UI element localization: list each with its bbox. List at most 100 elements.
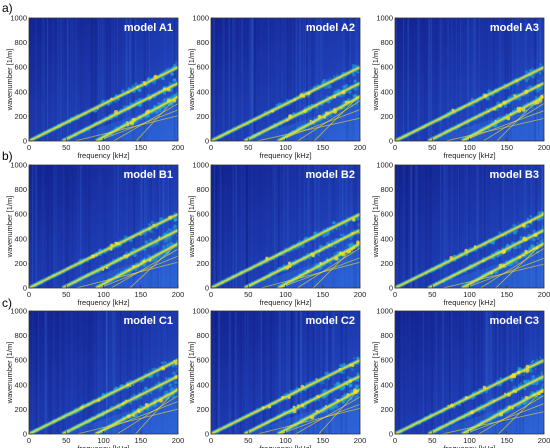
peak-blob [532, 247, 536, 251]
scatter-point [535, 91, 537, 93]
striation [315, 165, 317, 288]
striation [111, 311, 114, 434]
striation [423, 18, 426, 141]
striation [319, 18, 322, 141]
peak-blob [153, 401, 157, 404]
x-tick-label: 50 [428, 290, 436, 299]
striation [507, 311, 509, 434]
scatter-point [342, 370, 346, 374]
striation [215, 311, 217, 434]
scatter-point [327, 84, 332, 89]
peak-blob [487, 110, 490, 113]
mode-branch [478, 395, 544, 434]
peak-blob [332, 94, 337, 99]
striation [446, 165, 449, 288]
striation [83, 311, 86, 434]
striation [481, 311, 483, 434]
striation [464, 165, 466, 288]
striation [476, 165, 479, 288]
scatter-point [536, 88, 541, 93]
striation [440, 165, 443, 288]
striation [415, 165, 418, 288]
peak-blob [319, 261, 323, 265]
striation [43, 18, 45, 141]
striation [88, 311, 90, 434]
plot-area [29, 311, 178, 434]
mode-branch [318, 387, 360, 434]
striation [71, 165, 74, 288]
striation [65, 311, 67, 434]
peak-blob [311, 120, 315, 124]
scatter-point [333, 74, 336, 77]
peak-blob [126, 383, 130, 387]
peak-blob [80, 405, 84, 409]
striation [489, 311, 491, 434]
peak-blob [511, 372, 516, 377]
striation [537, 311, 539, 434]
striation [93, 18, 96, 141]
striation [251, 18, 254, 141]
striation [300, 311, 303, 434]
peak-blob [503, 392, 506, 395]
striation [67, 165, 69, 288]
striation [116, 18, 118, 141]
peak-blob [534, 101, 538, 105]
striation [282, 311, 285, 434]
striation [215, 311, 217, 434]
striation [307, 165, 310, 288]
scatter-point [342, 78, 345, 80]
striation [106, 165, 108, 288]
peak-blob [287, 261, 291, 265]
peak-blob [463, 105, 466, 108]
peak-blob [128, 253, 130, 256]
striation [215, 165, 217, 288]
peak-blob [288, 265, 292, 268]
x-tick-label: 150 [134, 290, 147, 299]
striation [55, 165, 57, 288]
striation [245, 165, 248, 288]
striation [288, 311, 291, 434]
striation [283, 18, 286, 141]
striation [326, 311, 329, 434]
striation [263, 311, 265, 434]
striation [134, 18, 137, 141]
striation [304, 165, 306, 288]
striation [407, 18, 410, 141]
peak-blob [540, 94, 544, 99]
striation [298, 311, 300, 434]
mode-branch [296, 247, 360, 288]
mode-branch [313, 94, 360, 141]
peak-blob [139, 233, 142, 236]
peak-blob [267, 405, 272, 409]
striation [46, 165, 49, 288]
peak-blob [506, 116, 511, 121]
peak-blob [350, 247, 353, 250]
striation [486, 18, 489, 141]
striation [412, 165, 415, 288]
striation [534, 18, 537, 141]
striation [511, 18, 513, 141]
y-tick-label: 200 [196, 112, 209, 121]
peak-blob [464, 396, 469, 400]
striation [38, 311, 39, 434]
peak-blob [501, 234, 504, 237]
peak-blob [127, 269, 130, 272]
x-tick-label: 50 [62, 143, 70, 152]
peak-blob [353, 389, 358, 395]
scatter-point [170, 228, 173, 231]
scatter-point [342, 401, 345, 404]
scatter-point [161, 245, 166, 249]
scatter-point [534, 368, 537, 370]
peak-blob [344, 100, 348, 104]
striation [497, 311, 499, 434]
mode-branch [495, 241, 544, 288]
striation [450, 311, 453, 434]
striation [461, 311, 464, 434]
x-tick-label: 200 [538, 143, 550, 152]
scatter-point [513, 230, 518, 235]
peak-blob [148, 227, 151, 231]
peak-blob [336, 398, 340, 402]
peak-blob [516, 370, 521, 375]
mode-branch [276, 109, 360, 141]
scatter-point [155, 373, 160, 377]
